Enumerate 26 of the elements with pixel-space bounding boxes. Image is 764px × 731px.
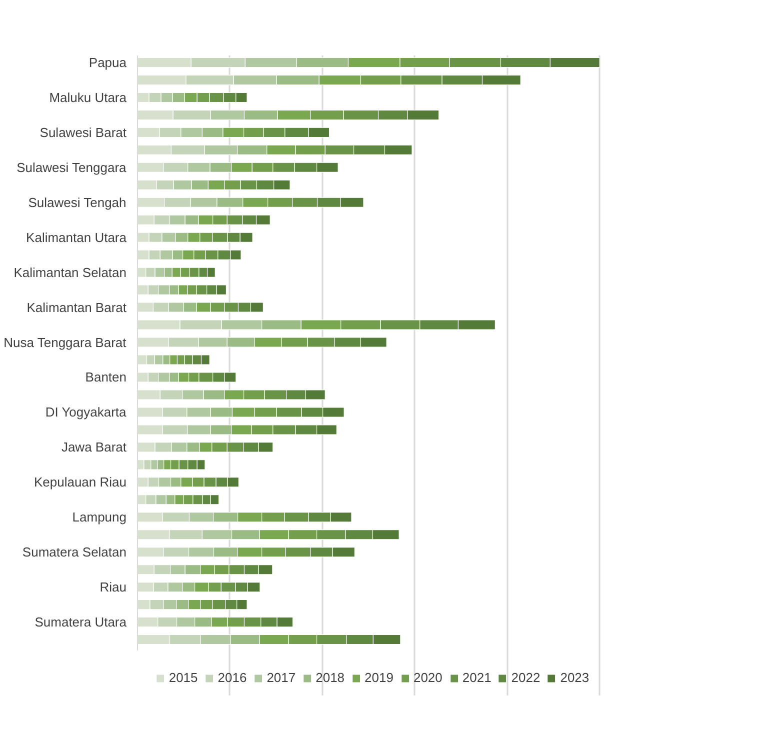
y-tick-label: Sumatera Selatan [22, 544, 127, 560]
legend-label: 2019 [364, 670, 394, 685]
legend-label: 2015 [168, 670, 198, 685]
y-tick-label: Sulawesi Tengah [28, 194, 126, 210]
y-tick-label: DI Yogyakarta [45, 404, 128, 420]
y-tick-label: Sumatera Utara [34, 614, 128, 630]
y-tick-label: Jawa Barat [61, 440, 127, 455]
legend-label: 2017 [266, 670, 296, 685]
y-tick-label: Kalimantan Utara [26, 230, 128, 245]
legend-label: 2016 [218, 670, 247, 685]
legend-label: 2018 [316, 670, 345, 685]
legend-label: 2023 [560, 670, 590, 685]
y-tick-label: Nusa Tenggara Barat [4, 334, 127, 350]
y-tick-label: Sulawesi Barat [40, 124, 127, 140]
y-tick-label: Kepulauan Riau [34, 474, 127, 490]
y-tick-label: Sulawesi Tenggara [16, 160, 128, 175]
y-tick-label: Maluku Utara [49, 90, 128, 105]
y-tick-label: Riau [100, 580, 127, 595]
y-tick-label: Banten [85, 370, 126, 385]
y-tick-label: Papua [88, 54, 128, 70]
y-tick-label: Lampung [72, 510, 127, 525]
y-tick-label: Kalimantan Selatan [14, 264, 127, 280]
y-tick-label: Kalimantan Barat [26, 300, 127, 315]
legend-label: 2021 [462, 670, 492, 685]
legend-label: 2022 [511, 670, 540, 685]
legend-label: 2020 [413, 670, 442, 685]
